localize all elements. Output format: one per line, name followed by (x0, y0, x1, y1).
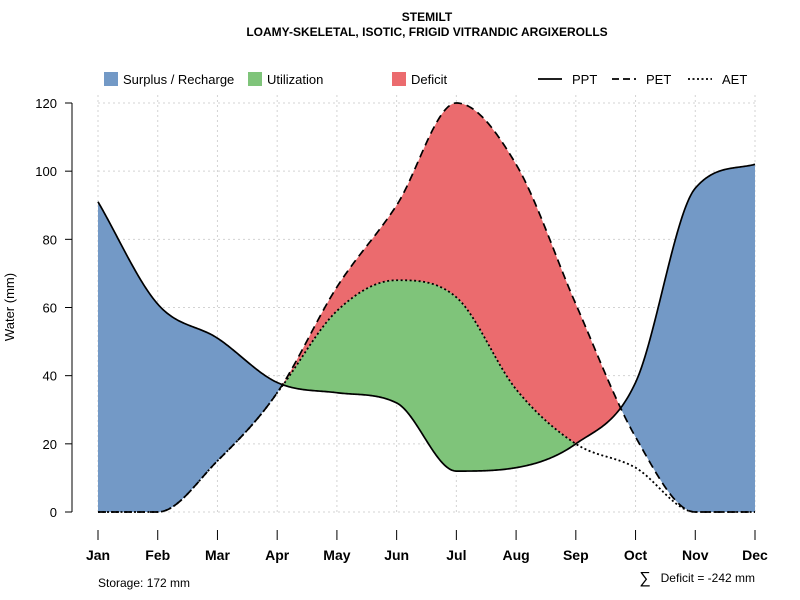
x-tick-label: Jun (384, 547, 409, 563)
x-tick-label: Nov (682, 547, 709, 563)
series-line-pet (98, 102, 755, 513)
legend-label: Deficit (411, 72, 448, 87)
utilization-area (98, 280, 755, 512)
x-tick-label: Apr (265, 547, 290, 563)
y-tick-label: 80 (43, 232, 57, 247)
axes: 0 20 40 60 80 100 120 Jan Feb Mar Apr May Jun Jul Aug S… (35, 96, 768, 563)
x-tick-label: Jul (446, 547, 466, 563)
legend-swatch (248, 72, 262, 86)
surplus-recharge-area (98, 103, 755, 512)
legend-item-ppt: PPT (538, 72, 597, 87)
deficit-footnote: Deficit = -242 mm (661, 571, 755, 585)
deficit-sum-symbol: ∑ (639, 570, 650, 587)
legend-swatch (392, 72, 406, 86)
legend-item-aet: AET (688, 72, 747, 87)
legend-swatch (104, 72, 118, 86)
chart-title: STEMILT (402, 10, 453, 24)
y-tick-label: 60 (43, 301, 57, 316)
x-tick-label: Dec (742, 547, 768, 563)
legend-label: Utilization (267, 72, 323, 87)
x-tick-label: Jan (86, 547, 110, 563)
x-tick-label: Aug (502, 547, 529, 563)
series-lines (97, 102, 756, 513)
legend-item-pet: PET (612, 72, 671, 87)
legend-label: Surplus / Recharge (123, 72, 234, 87)
y-tick-label: 0 (50, 505, 57, 520)
fill-areas (98, 103, 755, 512)
legend-label: PET (646, 72, 671, 87)
y-tick-label: 100 (35, 164, 57, 179)
legend-label: PPT (572, 72, 597, 87)
x-tick-label: Mar (205, 547, 230, 563)
legend-item-deficit: Deficit (392, 72, 448, 87)
y-tick-label: 20 (43, 437, 57, 452)
legend-item-utilization: Utilization (248, 72, 323, 87)
x-tick-label: Feb (145, 547, 170, 563)
y-axis-label: Water (mm) (2, 273, 17, 341)
chart-subtitle: LOAMY-SKELETAL, ISOTIC, FRIGID VITRANDIC… (246, 25, 607, 39)
legend-label: AET (722, 72, 747, 87)
x-tick-label: May (323, 547, 350, 563)
y-tick-label: 40 (43, 369, 57, 384)
deficit-area (98, 103, 755, 512)
y-tick-label: 120 (35, 96, 57, 111)
series-line-ppt (97, 163, 756, 472)
legend: Surplus / Recharge Utilization Deficit PPT P… (104, 72, 747, 87)
storage-footnote: Storage: 172 mm (98, 576, 190, 590)
legend-item-surplus-recharge: Surplus / Recharge (104, 72, 234, 87)
x-tick-label: Sep (563, 547, 589, 563)
x-tick-label: Oct (624, 547, 648, 563)
